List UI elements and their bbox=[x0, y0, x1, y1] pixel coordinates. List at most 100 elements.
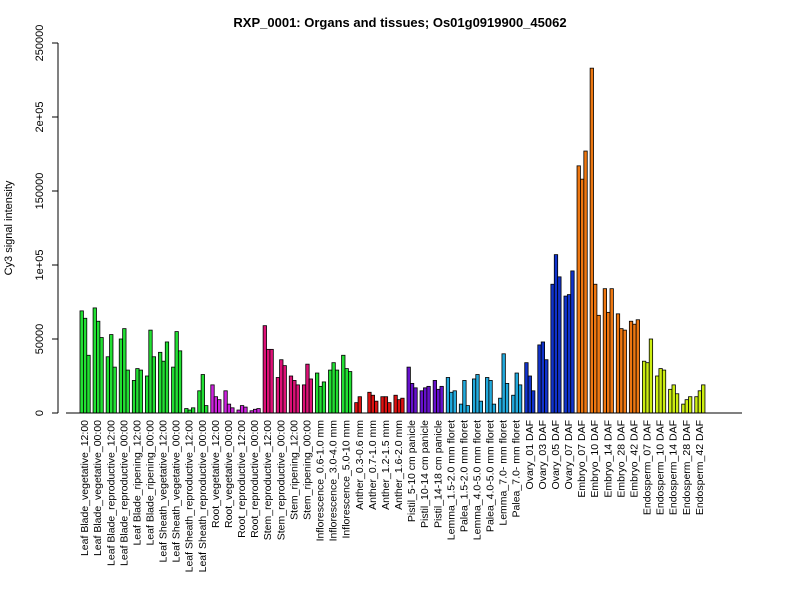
bar bbox=[138, 369, 143, 414]
x-tick-label: Stem_reproductive_12:00 bbox=[262, 420, 274, 540]
x-tick-label: Root_vegetative_12:00 bbox=[210, 420, 222, 528]
bar bbox=[223, 390, 228, 414]
bar bbox=[449, 391, 454, 414]
x-tick-label: Palea_1.5-2.0 mm floret bbox=[458, 420, 470, 532]
bar bbox=[465, 405, 470, 414]
bar bbox=[452, 390, 457, 414]
x-tick-label: Pistil_5-10 cm panicle bbox=[406, 420, 418, 522]
bar bbox=[266, 348, 271, 414]
bar bbox=[243, 406, 248, 414]
bar bbox=[158, 351, 163, 414]
bar bbox=[498, 397, 503, 414]
bar bbox=[675, 393, 680, 414]
bar bbox=[191, 407, 196, 414]
x-tick-label: Ovary_07 DAF bbox=[563, 420, 575, 489]
x-tick-label: Stem_ripening_12:00 bbox=[288, 420, 300, 520]
bar bbox=[462, 380, 467, 414]
bar bbox=[383, 396, 389, 414]
bar bbox=[668, 388, 673, 414]
x-tick-label: Embryo_14 DAF bbox=[602, 420, 614, 498]
bar bbox=[642, 360, 647, 414]
bar bbox=[504, 382, 510, 414]
bar bbox=[671, 384, 676, 414]
bar bbox=[563, 295, 568, 414]
bar bbox=[589, 67, 594, 414]
x-tick-label: Embryo_07 DAF bbox=[576, 420, 588, 498]
bar bbox=[400, 397, 405, 414]
bar bbox=[413, 387, 418, 414]
bar bbox=[602, 288, 608, 414]
bar bbox=[105, 356, 110, 414]
x-tick-label: Leaf Sheath_reproductive_12:00 bbox=[184, 420, 196, 573]
bar bbox=[334, 369, 340, 414]
bar bbox=[701, 384, 706, 414]
bar bbox=[354, 402, 359, 414]
bar bbox=[396, 399, 402, 414]
chart-title: RXP_0001: Organs and tissues; Os01g09199… bbox=[233, 15, 566, 30]
y-tick-label: 1e+05 bbox=[34, 250, 46, 281]
bar bbox=[151, 356, 156, 414]
y-tick-label: 150000 bbox=[34, 173, 46, 210]
bar bbox=[370, 394, 375, 414]
bar bbox=[295, 384, 300, 414]
bar bbox=[204, 405, 209, 414]
bar bbox=[491, 403, 497, 414]
bar bbox=[125, 369, 130, 414]
bar bbox=[655, 375, 660, 414]
x-tick-label: Stem_ripening_00:00 bbox=[301, 420, 313, 520]
bar bbox=[256, 408, 261, 414]
bar bbox=[580, 178, 585, 414]
bar bbox=[471, 378, 477, 414]
x-tick-label: Anther_1.6-2.0 mm bbox=[393, 420, 405, 510]
bar bbox=[301, 384, 307, 414]
bar bbox=[305, 363, 310, 414]
bar bbox=[531, 390, 536, 414]
bar bbox=[279, 359, 284, 414]
bar bbox=[458, 403, 464, 414]
bar bbox=[200, 374, 205, 414]
bar-series bbox=[79, 67, 706, 414]
bar bbox=[628, 320, 634, 414]
x-tick-label: Endosperm_07 DAF bbox=[642, 420, 654, 515]
bar bbox=[367, 391, 372, 414]
bar bbox=[79, 310, 84, 414]
y-tick-label: 250000 bbox=[34, 25, 46, 62]
bar bbox=[269, 348, 274, 414]
bar bbox=[210, 384, 215, 414]
bar bbox=[622, 329, 627, 414]
bar bbox=[308, 378, 313, 414]
bar bbox=[409, 382, 415, 414]
bar bbox=[511, 394, 516, 414]
bar bbox=[357, 396, 362, 414]
bar bbox=[374, 400, 379, 414]
x-tick-label: Lemma_1.5-2.0 mm floret bbox=[445, 420, 457, 540]
x-tick-label: Inflorescence_5.0-10 mm bbox=[341, 420, 353, 539]
bar bbox=[230, 407, 235, 414]
bar bbox=[645, 362, 650, 414]
bar bbox=[576, 165, 581, 414]
x-tick-label: Embryo_42 DAF bbox=[628, 420, 640, 498]
x-tick-label: Lemma_7.0- mm floret bbox=[498, 420, 510, 526]
bar bbox=[131, 380, 137, 414]
x-tick-label: Ovary_01 DAF bbox=[524, 420, 536, 489]
bar bbox=[570, 270, 575, 414]
x-tick-label: Leaf Blade_vegetative_00:00 bbox=[92, 420, 104, 556]
bar bbox=[524, 362, 529, 414]
bar bbox=[331, 362, 336, 414]
bar bbox=[658, 368, 663, 414]
x-tick-label: Pistil_14-18 cm panicle bbox=[432, 420, 444, 528]
bar bbox=[109, 334, 114, 414]
bar bbox=[478, 400, 484, 414]
bar bbox=[426, 385, 431, 414]
bar bbox=[288, 375, 294, 414]
bar bbox=[635, 319, 640, 414]
bar bbox=[184, 408, 189, 414]
bar bbox=[118, 338, 124, 414]
y-axis: 0 50000 1e+05 150000 2e+05 250000 bbox=[34, 25, 59, 416]
x-tick-label: Root_vegetative_00:00 bbox=[223, 420, 235, 528]
bar bbox=[632, 323, 637, 414]
bar bbox=[537, 344, 542, 414]
bar bbox=[527, 375, 532, 414]
bar bbox=[226, 403, 232, 414]
bar bbox=[557, 276, 562, 414]
